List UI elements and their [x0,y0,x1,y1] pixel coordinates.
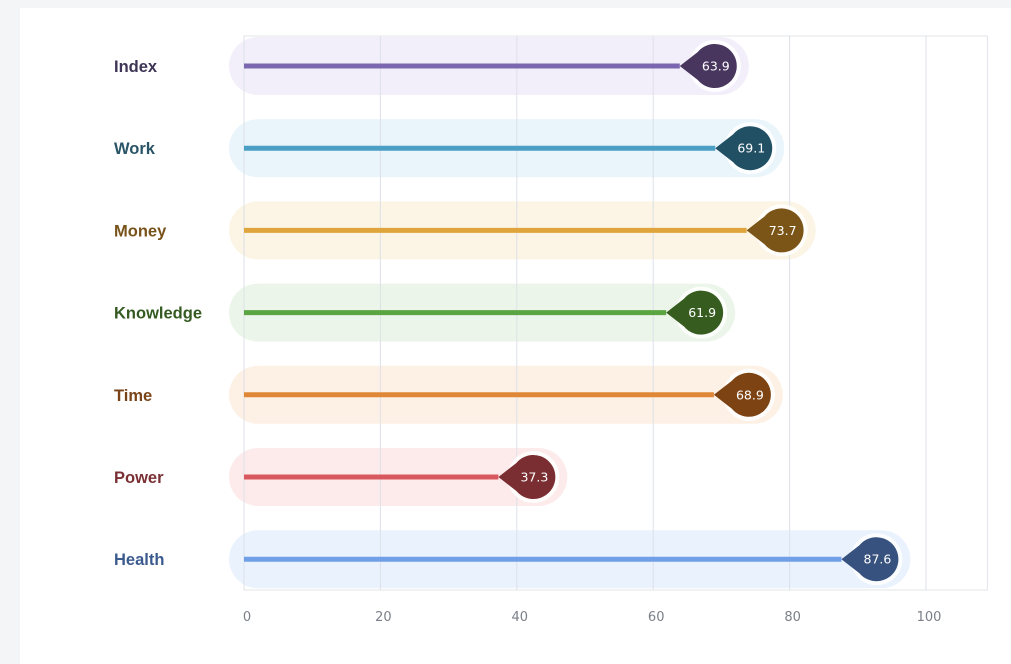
lollipop-chart: 63.9 69.1 73.7 61.9 68.9 37.3 87.6 Index Work Mo… [114,35,988,625]
category-label-health: Health [114,551,164,569]
x-tick-label: 0 [243,610,251,625]
value-badge-power [498,455,556,499]
category-label-knowledge: Knowledge [114,305,202,323]
value-label-work: 69.1 [737,141,765,156]
category-label-time: Time [114,387,152,405]
chart-card: 63.9 69.1 73.7 61.9 68.9 37.3 87.6 Index Work Mo… [20,8,1011,664]
value-badge-work [715,126,773,171]
category-label-money: Money [114,222,167,240]
category-label-work: Work [114,140,156,158]
value-label-power: 37.3 [520,470,548,485]
x-tick-label: 100 [917,610,942,625]
category-label-power: Power [114,469,164,487]
value-badge-time [713,372,771,417]
value-label-health: 87.6 [864,552,892,567]
category-labels: Index Work Money Knowledge Time Power Health [114,58,202,569]
value-label-money: 73.7 [769,223,797,238]
value-badge-health [841,537,899,582]
value-badge-knowledge [666,290,724,335]
value-badge-index [679,44,737,88]
value-marks: 63.9 69.1 73.7 61.9 68.9 37.3 87.6 [244,40,903,586]
value-label-index: 63.9 [702,59,730,74]
value-label-time: 68.9 [736,387,764,402]
x-axis-ticks: 0 20 40 60 80 100 [243,610,942,625]
x-tick-label: 40 [512,610,529,625]
value-badge-money [746,208,804,253]
x-tick-label: 80 [784,610,801,625]
x-tick-label: 60 [648,610,665,625]
value-label-knowledge: 61.9 [688,305,716,320]
category-label-index: Index [114,58,158,76]
x-tick-label: 20 [375,610,392,625]
